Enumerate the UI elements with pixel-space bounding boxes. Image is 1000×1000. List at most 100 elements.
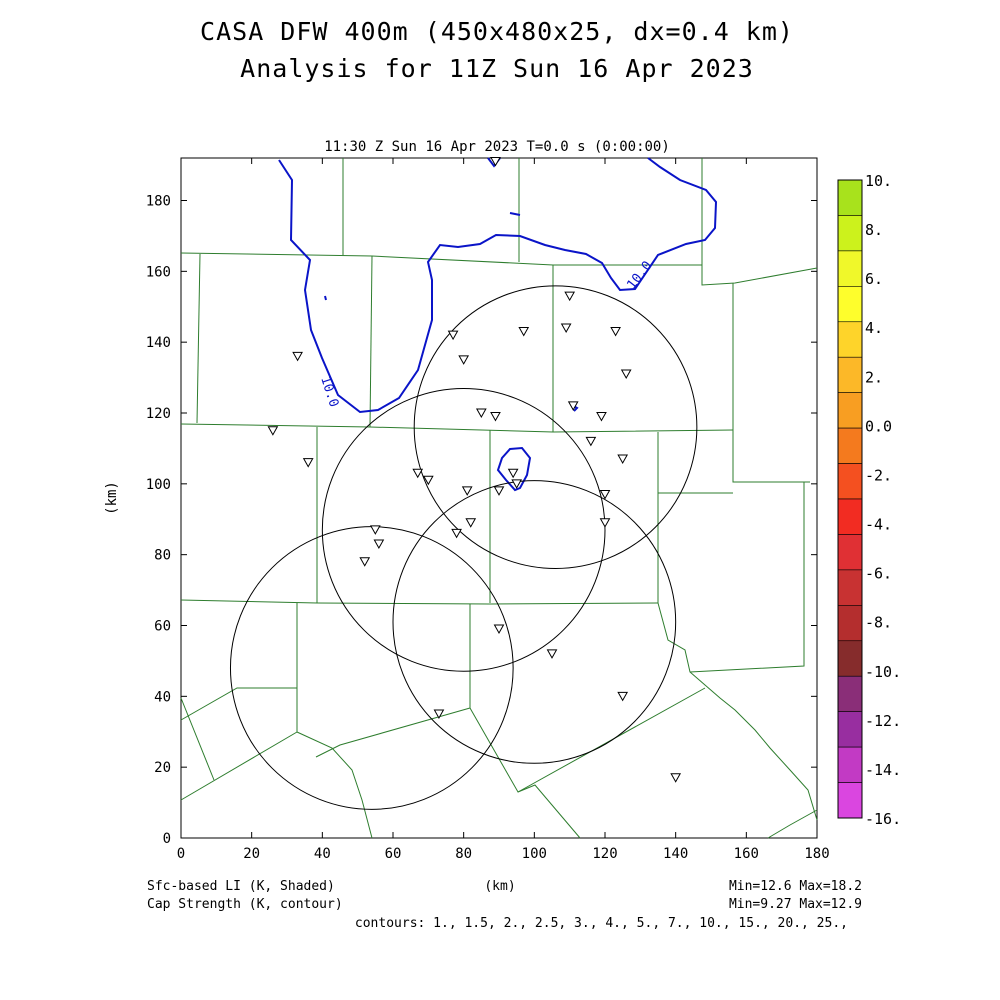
station-marker bbox=[507, 468, 519, 479]
station-marker bbox=[546, 649, 558, 659]
station-marker bbox=[585, 436, 597, 447]
station-marker bbox=[511, 479, 523, 489]
county-line bbox=[196, 253, 201, 424]
station-marker bbox=[292, 351, 303, 362]
title-line1: CASA DFW 400m (450x480x25, dx=0.4 km) bbox=[200, 17, 794, 46]
y-tick-label: 160 bbox=[146, 264, 171, 280]
county-line bbox=[657, 432, 733, 494]
colorbar-swatch bbox=[837, 356, 863, 393]
y-tick-label: 80 bbox=[154, 548, 171, 564]
footer-contour-minmax: Min=9.27 Max=12.9 bbox=[729, 897, 862, 912]
station-marker bbox=[617, 454, 629, 465]
y-tick-label: 100 bbox=[146, 477, 171, 493]
colorbar-swatch bbox=[837, 321, 863, 358]
x-tick-label: 20 bbox=[243, 846, 260, 862]
colorbar-swatch bbox=[837, 463, 863, 500]
x-tick-label: 80 bbox=[455, 846, 472, 862]
station-marker bbox=[373, 539, 385, 550]
colorbar: 10. 8. 6. 4. 2. 0.0 -2. -4. -6. -8. -10. -12. -14. -1… bbox=[837, 172, 901, 828]
x-tick-label: 40 bbox=[314, 846, 331, 862]
station-marker bbox=[493, 486, 505, 496]
station-marker bbox=[596, 412, 607, 422]
station-marker bbox=[451, 528, 462, 539]
county-line bbox=[180, 687, 297, 721]
station-marker bbox=[610, 327, 621, 337]
station-marker bbox=[490, 412, 501, 422]
colorbar-swatch bbox=[837, 286, 863, 323]
station-marker bbox=[422, 475, 434, 486]
county-line bbox=[180, 731, 298, 801]
footer-shaded-field: Sfc-based LI (K, Shaded) bbox=[147, 879, 335, 894]
colorbar-swatch bbox=[837, 711, 863, 748]
x-tick-label: 120 bbox=[592, 846, 617, 862]
y-tick-label: 180 bbox=[146, 194, 171, 210]
county-line bbox=[517, 784, 581, 839]
x-axis: 0 20 40 60 80 100 120 140 160 180 bbox=[177, 158, 830, 862]
station-marker bbox=[475, 408, 487, 419]
county-line bbox=[315, 707, 471, 758]
colorbar-swatch bbox=[837, 498, 863, 535]
colorbar-swatch bbox=[837, 782, 863, 819]
contour-line bbox=[324, 295, 327, 301]
colorbar-label: -16. bbox=[865, 810, 901, 828]
station-marker bbox=[490, 157, 501, 167]
station-marker bbox=[369, 525, 381, 535]
station-marker bbox=[599, 518, 611, 528]
colorbar-label: -4. bbox=[865, 516, 892, 534]
contour-label: 10.0 bbox=[624, 259, 655, 293]
colorbar-label: -12. bbox=[865, 712, 901, 730]
colorbar-label: 8. bbox=[865, 221, 883, 239]
y-tick-label: 0 bbox=[163, 831, 171, 847]
station-marker bbox=[359, 557, 371, 567]
x-tick-label: 60 bbox=[385, 846, 402, 862]
colorbar-label: -2. bbox=[865, 466, 892, 484]
colorbar-swatch bbox=[837, 179, 863, 216]
colorbar-label: 10. bbox=[865, 172, 892, 190]
stations bbox=[267, 157, 682, 783]
station-marker bbox=[567, 401, 579, 411]
x-tick-label: 140 bbox=[663, 846, 688, 862]
station-marker bbox=[465, 518, 477, 528]
x-tick-label: 0 bbox=[177, 846, 185, 862]
county-line bbox=[657, 602, 818, 821]
x-axis-label: (km) bbox=[484, 879, 515, 894]
y-tick-label: 140 bbox=[146, 335, 171, 351]
county-line bbox=[701, 158, 818, 286]
colorbar-label: 4. bbox=[865, 319, 883, 337]
county-line bbox=[296, 603, 373, 839]
x-tick-label: 180 bbox=[804, 846, 829, 862]
colorbar-frame bbox=[837, 179, 863, 819]
colorbar-swatch bbox=[837, 675, 863, 712]
station-marker bbox=[670, 773, 682, 783]
colorbar-swatch bbox=[837, 605, 863, 642]
cap-strength-contours bbox=[278, 157, 718, 492]
colorbar-swatch bbox=[837, 427, 863, 464]
county-line bbox=[767, 809, 818, 839]
plot-frame bbox=[180, 157, 818, 839]
station-marker bbox=[620, 369, 632, 380]
contour-line bbox=[496, 446, 532, 492]
colorbar-label: -6. bbox=[865, 565, 892, 583]
colorbar-label: 6. bbox=[865, 270, 883, 288]
station-marker bbox=[267, 426, 279, 436]
colorbar-label: -14. bbox=[865, 761, 901, 779]
contour-line bbox=[278, 157, 718, 414]
county-line bbox=[689, 482, 805, 673]
y-tick-label: 120 bbox=[146, 406, 171, 422]
colorbar-swatch bbox=[837, 640, 863, 677]
station-marker bbox=[458, 355, 470, 365]
footer-shaded-minmax: Min=12.6 Max=18.2 bbox=[729, 879, 862, 894]
x-tick-label: 160 bbox=[734, 846, 759, 862]
contour-label: 10.0 bbox=[317, 375, 341, 409]
radar-ring bbox=[321, 388, 606, 672]
footer: Sfc-based LI (K, Shaded) Cap Strength (K… bbox=[147, 879, 862, 931]
colorbar-swatch bbox=[837, 746, 863, 783]
station-marker bbox=[617, 691, 629, 702]
footer-contour-field: Cap Strength (K, contour) bbox=[147, 897, 343, 912]
colorbar-label: -10. bbox=[865, 663, 901, 681]
county-line bbox=[732, 283, 810, 483]
title-line2: Analysis for 11Z Sun 16 Apr 2023 bbox=[240, 54, 754, 83]
station-marker bbox=[461, 486, 473, 496]
colorbar-swatch bbox=[837, 569, 863, 606]
